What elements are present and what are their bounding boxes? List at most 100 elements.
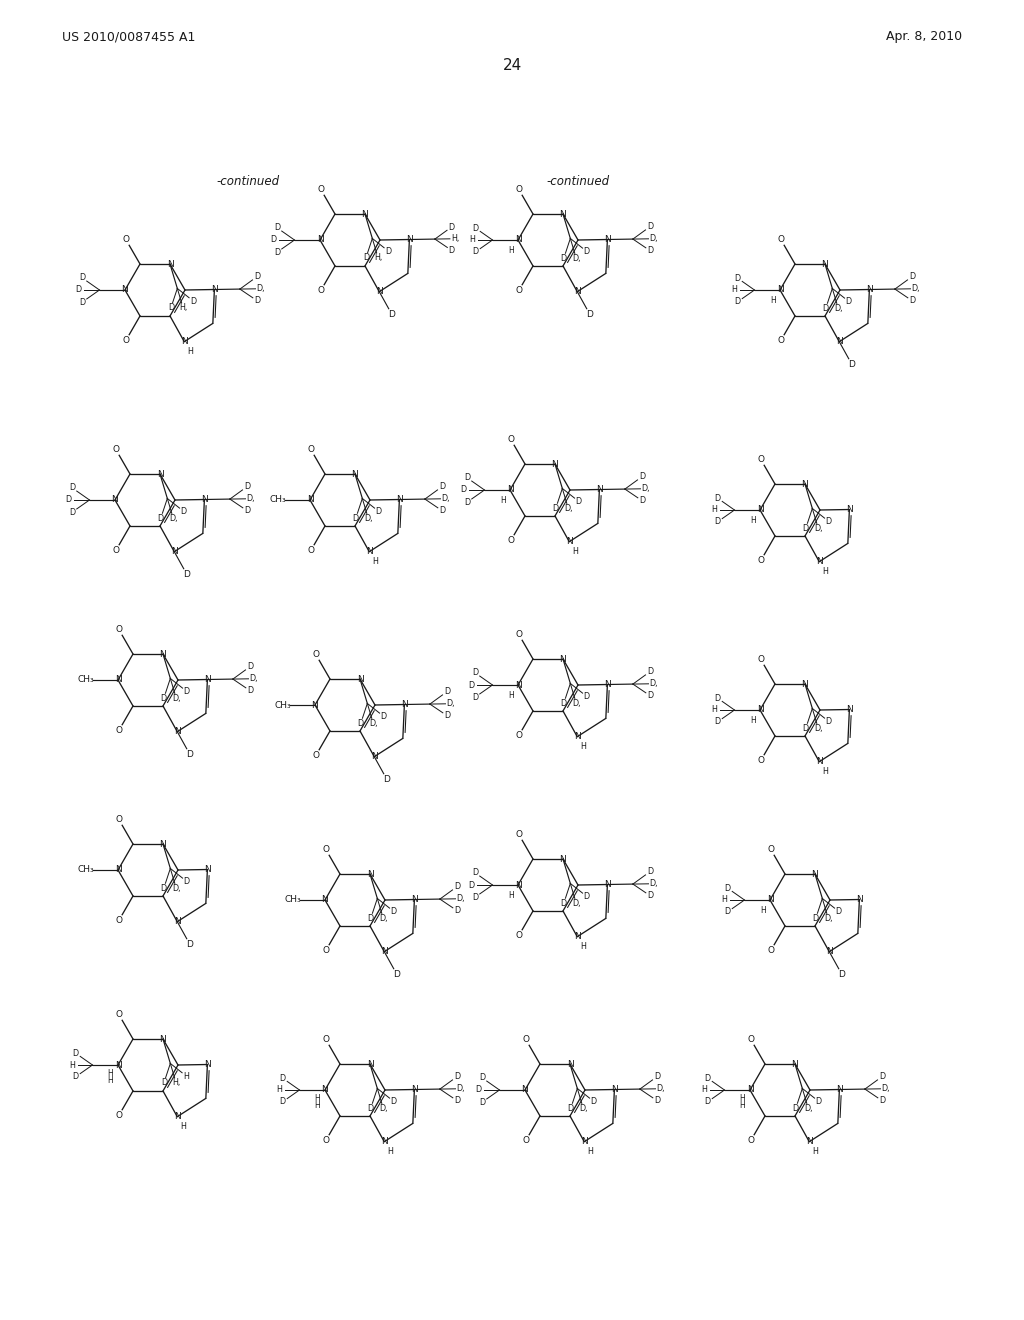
Text: N: N	[515, 235, 521, 244]
Text: O: O	[312, 649, 319, 659]
Text: D: D	[368, 1104, 374, 1113]
Text: D: D	[553, 504, 559, 513]
Text: D: D	[715, 494, 721, 503]
Text: N: N	[311, 701, 318, 710]
Text: N: N	[573, 932, 581, 941]
Text: H: H	[822, 568, 827, 576]
Text: D: D	[247, 686, 253, 696]
Text: D,: D,	[172, 884, 180, 894]
Text: D: D	[388, 310, 395, 319]
Text: H: H	[108, 1076, 114, 1085]
Text: D,: D,	[572, 253, 581, 263]
Text: D: D	[822, 304, 828, 313]
Text: N: N	[560, 210, 566, 219]
Text: CH₃: CH₃	[274, 701, 291, 710]
Text: D: D	[735, 297, 740, 306]
Text: H: H	[751, 715, 757, 725]
Text: D: D	[439, 507, 445, 515]
Text: N: N	[604, 680, 610, 689]
Text: N: N	[507, 486, 513, 495]
Text: N: N	[160, 649, 166, 659]
Text: H: H	[721, 895, 727, 904]
Text: D: D	[468, 681, 474, 689]
Text: N: N	[826, 948, 833, 956]
Text: N: N	[306, 495, 313, 504]
Text: D: D	[567, 1104, 573, 1113]
Text: O: O	[767, 946, 774, 954]
Text: N: N	[396, 495, 402, 504]
Text: D: D	[654, 1072, 659, 1081]
Text: N: N	[411, 1085, 418, 1094]
Text: D: D	[473, 224, 479, 232]
Text: O: O	[522, 1137, 529, 1144]
Text: D: D	[70, 508, 76, 516]
Text: D,: D,	[441, 494, 451, 503]
Text: D,: D,	[379, 913, 388, 923]
Text: D: D	[454, 1072, 460, 1081]
Text: N: N	[174, 727, 180, 737]
Text: O: O	[508, 536, 514, 545]
Text: H: H	[314, 1101, 321, 1110]
Text: D,: D,	[172, 694, 180, 704]
Text: N: N	[366, 548, 373, 556]
Text: N: N	[746, 1085, 754, 1094]
Text: D: D	[461, 486, 467, 495]
Text: O: O	[323, 1035, 330, 1044]
Text: N: N	[604, 235, 610, 244]
Text: D: D	[168, 304, 174, 313]
Text: O: O	[515, 630, 522, 639]
Text: O: O	[123, 335, 129, 345]
Text: N: N	[560, 854, 566, 863]
Text: D: D	[909, 296, 915, 305]
Text: H: H	[276, 1085, 282, 1094]
Text: O: O	[307, 445, 314, 454]
Text: D: D	[190, 297, 197, 306]
Text: D,: D,	[457, 894, 465, 903]
Text: D: D	[384, 775, 390, 784]
Text: O: O	[312, 751, 319, 760]
Text: D: D	[715, 717, 721, 726]
Text: O: O	[116, 626, 123, 634]
Text: D: D	[591, 1097, 597, 1106]
Text: N: N	[836, 1085, 843, 1094]
Text: D: D	[186, 750, 194, 759]
Text: D: D	[472, 693, 478, 701]
Text: N: N	[515, 681, 521, 689]
Text: D: D	[472, 892, 478, 902]
Text: O: O	[515, 931, 522, 940]
Text: D: D	[70, 483, 76, 492]
Text: D: D	[161, 1078, 167, 1088]
Text: US 2010/0087455 A1: US 2010/0087455 A1	[62, 30, 196, 44]
Text: O: O	[123, 235, 129, 244]
Text: D,: D,	[642, 484, 650, 494]
Text: N: N	[836, 337, 843, 346]
Text: H: H	[822, 767, 827, 776]
Text: D,: D,	[564, 504, 572, 513]
Text: N: N	[381, 948, 388, 956]
Text: D: D	[79, 273, 85, 282]
Text: N: N	[376, 288, 383, 296]
Text: H: H	[469, 235, 475, 244]
Text: O: O	[323, 946, 330, 954]
Text: H: H	[571, 548, 578, 556]
Text: N: N	[866, 285, 872, 294]
Text: D: D	[735, 273, 740, 282]
Text: D: D	[879, 1072, 885, 1081]
Text: O: O	[758, 455, 764, 465]
Text: D: D	[254, 272, 260, 281]
Text: N: N	[560, 655, 566, 664]
Text: D: D	[385, 247, 391, 256]
Text: D: D	[647, 891, 653, 900]
Text: D: D	[909, 272, 915, 281]
Text: D: D	[186, 940, 194, 949]
Text: N: N	[181, 337, 187, 346]
Text: H: H	[186, 347, 193, 356]
Text: N: N	[802, 680, 808, 689]
Text: N: N	[367, 870, 374, 879]
Text: N: N	[802, 479, 808, 488]
Text: D: D	[183, 876, 189, 886]
Text: H: H	[509, 246, 514, 255]
Text: H: H	[509, 690, 514, 700]
Text: D: D	[584, 892, 590, 902]
Text: H: H	[751, 516, 757, 525]
